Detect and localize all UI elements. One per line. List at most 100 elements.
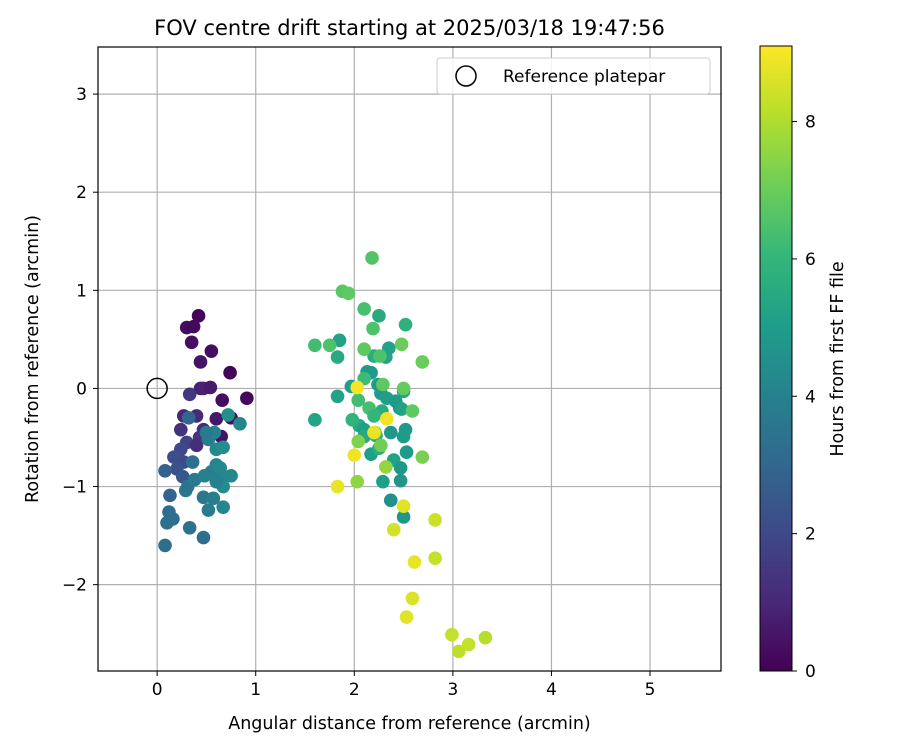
legend-box — [436, 57, 711, 95]
data-point — [216, 500, 230, 514]
data-point — [193, 355, 208, 369]
data-point — [405, 404, 420, 418]
data-point — [199, 425, 214, 440]
data-point — [379, 460, 393, 474]
data-point — [381, 341, 396, 356]
data-point — [407, 555, 422, 569]
data-point — [445, 627, 459, 642]
data-point — [351, 434, 366, 449]
data-point — [204, 344, 219, 358]
data-point — [376, 474, 390, 489]
data-point — [191, 309, 206, 323]
y-tick-label: 3 — [76, 85, 87, 105]
reference-platepar-marker — [146, 377, 168, 400]
data-point — [372, 309, 386, 323]
data-point — [209, 474, 224, 489]
colorbar-tick-label: 2 — [805, 525, 816, 545]
plot-frame — [97, 46, 722, 672]
data-point — [224, 468, 238, 483]
data-point — [394, 402, 409, 416]
data-point — [383, 425, 398, 440]
data-point — [398, 317, 413, 332]
data-point — [428, 513, 442, 527]
legend-label: Reference platepar — [503, 67, 665, 87]
data-point — [182, 520, 197, 535]
data-point — [399, 610, 414, 624]
colorbar-tick-label: 0 — [805, 662, 816, 682]
data-point — [330, 479, 345, 494]
data-point — [393, 461, 408, 475]
data-point — [182, 387, 197, 402]
data-point — [415, 450, 430, 464]
data-point — [367, 425, 381, 440]
legend: Reference platepar — [436, 57, 711, 95]
x-axis-ticks: 0 1 2 3 4 5 — [152, 671, 655, 700]
data-point — [396, 510, 411, 524]
data-point — [405, 591, 420, 606]
colorbar-label: Hours from first FF file — [828, 261, 848, 456]
data-point — [374, 438, 388, 453]
chart-title: FOV centre drift starting at 2025/03/18 … — [154, 16, 665, 40]
data-point — [366, 321, 380, 336]
data-point — [233, 416, 247, 431]
data-point — [367, 409, 381, 423]
data-point — [376, 377, 390, 392]
data-point — [428, 551, 442, 565]
data-point — [215, 393, 230, 408]
data-point — [365, 251, 379, 265]
data-point — [203, 380, 218, 395]
data-point — [399, 445, 414, 460]
data-point — [394, 337, 409, 352]
data-point — [240, 391, 254, 406]
data-point — [308, 413, 322, 427]
colorbar-tick-label: 4 — [805, 387, 816, 407]
data-point — [351, 393, 366, 408]
colorbar-gradient — [759, 45, 793, 672]
y-tick-label: 2 — [76, 183, 87, 203]
colorbar-ticks: 0 2 4 6 8 — [792, 113, 816, 682]
data-point — [383, 493, 398, 508]
data-point — [185, 455, 200, 469]
grid — [98, 47, 721, 671]
data-point — [380, 412, 394, 426]
x-tick-label: 1 — [250, 680, 261, 700]
data-point — [221, 408, 235, 422]
y-axis-label: Rotation from reference (arcmin) — [23, 215, 43, 503]
data-point — [166, 512, 180, 526]
data-point — [357, 342, 371, 356]
data-points — [158, 251, 493, 659]
data-point — [223, 365, 237, 380]
data-point — [181, 411, 196, 425]
y-tick-label: −1 — [62, 478, 87, 498]
data-point — [350, 474, 365, 489]
x-tick-label: 0 — [152, 680, 163, 700]
colorbar-tick-label: 6 — [805, 250, 816, 270]
data-point — [158, 538, 172, 553]
data-point — [461, 637, 476, 652]
data-point — [196, 490, 211, 505]
data-point — [396, 499, 411, 513]
data-point — [174, 422, 188, 437]
data-point — [196, 530, 211, 545]
data-point — [189, 438, 204, 453]
colorbar: 0 2 4 6 8 Hours from first FF file — [759, 45, 848, 682]
data-point — [345, 413, 360, 427]
data-point — [373, 349, 387, 363]
data-point — [393, 473, 408, 488]
data-point — [396, 429, 411, 444]
x-tick-label: 3 — [447, 680, 458, 700]
y-axis-ticks: −2 −1 0 1 2 3 — [62, 85, 98, 596]
data-point — [308, 338, 322, 353]
data-point — [347, 448, 362, 462]
data-point — [396, 381, 411, 396]
data-point — [216, 440, 230, 455]
data-point — [350, 380, 365, 395]
data-point — [322, 338, 337, 353]
y-tick-label: 1 — [76, 281, 87, 301]
data-point — [201, 503, 216, 517]
x-tick-label: 2 — [349, 680, 360, 700]
data-point — [415, 355, 430, 369]
data-point — [184, 335, 199, 350]
legend-marker-reference — [455, 65, 477, 87]
